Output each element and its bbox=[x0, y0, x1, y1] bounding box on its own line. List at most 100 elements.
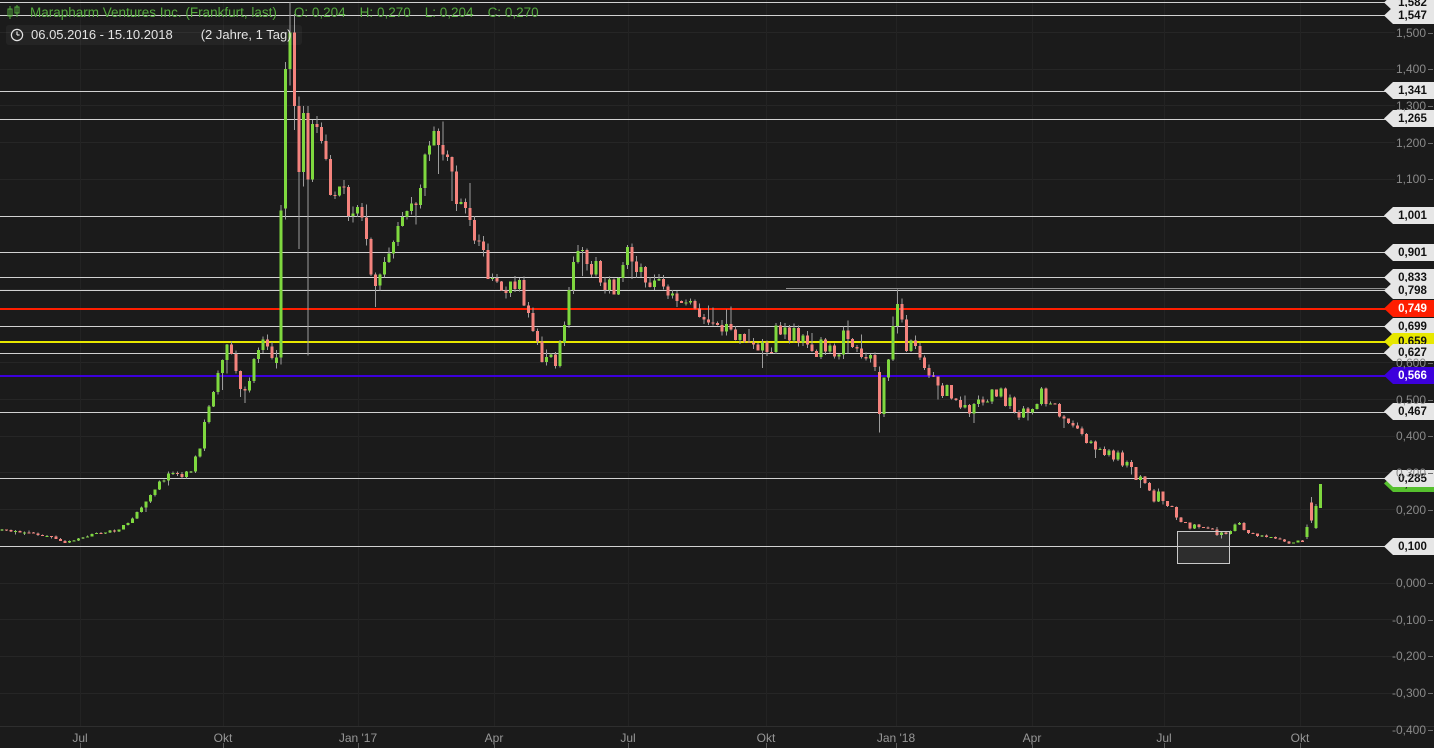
gridline-vertical bbox=[766, 0, 767, 726]
price-tag: 0,467 bbox=[1384, 403, 1434, 420]
price-level-line[interactable] bbox=[0, 216, 1395, 217]
candle bbox=[792, 323, 796, 343]
price-level-line[interactable] bbox=[0, 375, 1395, 377]
candle bbox=[887, 359, 890, 382]
candle bbox=[401, 211, 404, 227]
candle bbox=[1260, 535, 1264, 537]
candle bbox=[864, 352, 868, 361]
price-level-line[interactable] bbox=[0, 341, 1395, 343]
gridline-vertical bbox=[628, 0, 629, 726]
candle bbox=[1296, 540, 1300, 543]
candle bbox=[1197, 524, 1201, 529]
candle bbox=[477, 234, 481, 246]
gridline-horizontal bbox=[0, 399, 1395, 400]
candle bbox=[558, 339, 562, 368]
candle bbox=[774, 322, 778, 355]
candle bbox=[9, 529, 13, 533]
y-tick-mark bbox=[1428, 620, 1433, 621]
candle bbox=[671, 289, 674, 299]
candle bbox=[1040, 387, 1043, 406]
candle bbox=[1031, 408, 1034, 415]
candle bbox=[338, 186, 341, 197]
candle bbox=[1283, 539, 1286, 543]
price-level-line[interactable] bbox=[0, 353, 1395, 354]
candle bbox=[1211, 528, 1214, 530]
y-tick-label: 0,400 bbox=[1395, 429, 1426, 443]
trendline-partial[interactable] bbox=[786, 288, 1395, 289]
price-level-line[interactable] bbox=[0, 15, 1395, 16]
candle bbox=[279, 205, 283, 365]
candle bbox=[1125, 460, 1129, 468]
y-tick-mark bbox=[1428, 363, 1433, 364]
candle bbox=[1026, 407, 1030, 421]
price-level-line[interactable] bbox=[0, 308, 1395, 310]
candle bbox=[1094, 440, 1097, 458]
candle bbox=[1224, 532, 1228, 535]
price-level-line[interactable] bbox=[0, 91, 1395, 92]
candle bbox=[747, 329, 751, 343]
price-level-line[interactable] bbox=[0, 119, 1395, 120]
candle bbox=[0, 529, 4, 531]
candle bbox=[590, 260, 593, 277]
candle bbox=[707, 305, 710, 325]
gridline-vertical bbox=[358, 0, 359, 726]
chart-legend: Marapharm Ventures Inc. (Frankfurt, last… bbox=[6, 4, 539, 21]
candle bbox=[135, 511, 139, 519]
price-level-line[interactable] bbox=[0, 290, 1395, 291]
candle bbox=[738, 333, 742, 345]
period-label: (2 Jahre, 1 Tag) bbox=[200, 27, 292, 42]
gridline-horizontal bbox=[0, 142, 1395, 143]
candle bbox=[824, 338, 827, 355]
candle bbox=[257, 347, 260, 363]
gridline-horizontal bbox=[0, 362, 1395, 363]
open-value: 0,204 bbox=[311, 5, 346, 20]
candle bbox=[504, 286, 508, 299]
candle bbox=[167, 471, 170, 486]
candle bbox=[86, 535, 89, 538]
candle bbox=[302, 105, 305, 187]
price-level-line[interactable] bbox=[0, 277, 1395, 278]
date-range-chip[interactable]: 06.05.2016 - 15.10.2018 (2 Jahre, 1 Tag) bbox=[6, 25, 302, 45]
candle bbox=[783, 322, 787, 339]
candle bbox=[963, 395, 967, 409]
candle bbox=[846, 320, 850, 354]
candle bbox=[756, 343, 760, 351]
candle bbox=[1143, 476, 1147, 484]
x-month-label: Jul bbox=[1156, 731, 1172, 745]
candle bbox=[954, 397, 958, 401]
candle bbox=[293, 14, 296, 130]
candle bbox=[405, 210, 409, 220]
price-level-line[interactable] bbox=[0, 546, 1395, 547]
candle bbox=[612, 278, 616, 295]
candle bbox=[689, 298, 692, 305]
price-level-line[interactable] bbox=[0, 252, 1395, 253]
candle bbox=[1256, 533, 1259, 538]
candle bbox=[1080, 426, 1084, 436]
candle bbox=[1067, 418, 1070, 425]
x-axis[interactable] bbox=[0, 726, 1434, 748]
gridline-horizontal bbox=[0, 509, 1395, 510]
candle bbox=[176, 471, 179, 476]
x-tick-mark bbox=[628, 743, 629, 748]
price-level-line[interactable] bbox=[0, 412, 1395, 413]
price-level-line[interactable] bbox=[0, 478, 1395, 479]
price-level-line[interactable] bbox=[0, 2, 1395, 3]
x-tick-mark bbox=[896, 743, 897, 748]
candle bbox=[531, 307, 535, 332]
candle bbox=[734, 326, 737, 341]
candle bbox=[122, 524, 125, 530]
candle bbox=[252, 358, 256, 383]
candle bbox=[189, 471, 193, 474]
x-tick-mark bbox=[358, 743, 359, 748]
price-level-line[interactable] bbox=[0, 326, 1395, 327]
candle bbox=[599, 260, 602, 286]
candle bbox=[1134, 466, 1138, 480]
candle bbox=[1233, 523, 1237, 532]
selection-box[interactable] bbox=[1177, 531, 1230, 564]
candle bbox=[1076, 422, 1079, 429]
candle bbox=[968, 403, 971, 417]
candle bbox=[788, 325, 791, 344]
x-tick-mark bbox=[80, 743, 81, 748]
candle bbox=[905, 314, 908, 353]
